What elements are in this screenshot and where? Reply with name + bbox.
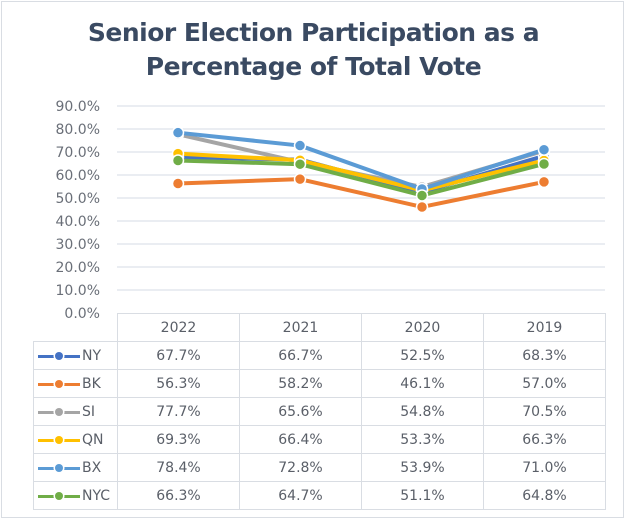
series-line bbox=[177, 130, 545, 192]
legend-line-marker-icon bbox=[38, 407, 80, 417]
data-table-cell: 57.0% bbox=[483, 369, 606, 398]
data-table-row: BK 56.3% 58.2% 46.1% 57.0% bbox=[33, 369, 606, 398]
data-table-cell: 66.4% bbox=[239, 425, 362, 454]
data-point bbox=[537, 143, 551, 156]
data-table-cell: 68.3% bbox=[483, 341, 606, 370]
data-table-row: QN 69.3% 66.4% 53.3% 66.3% bbox=[33, 425, 606, 454]
legend-line-marker-icon bbox=[38, 379, 80, 389]
data-table-cell: 66.3% bbox=[117, 481, 240, 510]
legend-entry: NY bbox=[33, 341, 118, 370]
data-table-row: NYC 66.3% 64.7% 51.1% 64.8% bbox=[33, 481, 606, 510]
y-tick-label: 10.0% bbox=[56, 283, 100, 299]
data-table-cell: 53.9% bbox=[361, 453, 484, 482]
data-table-cell: 56.3% bbox=[117, 369, 240, 398]
data-table-cell: 54.8% bbox=[361, 397, 484, 426]
legend-line-marker-icon bbox=[38, 435, 80, 445]
data-point bbox=[171, 126, 185, 139]
data-point bbox=[171, 177, 185, 190]
data-table-cell: 69.3% bbox=[117, 425, 240, 454]
legend-line-marker-icon bbox=[38, 351, 80, 361]
data-point bbox=[415, 200, 429, 214]
legend-label: BX bbox=[82, 459, 102, 476]
data-table-cell: 46.1% bbox=[361, 369, 484, 398]
y-tick-label: 20.0% bbox=[56, 260, 100, 276]
data-table-header-row: 2022 2021 2020 2019 bbox=[34, 313, 606, 342]
legend-line-marker-icon bbox=[38, 491, 80, 501]
legend-line-marker-icon bbox=[38, 463, 80, 473]
data-table-corner bbox=[34, 314, 118, 342]
data-table-cell: 51.1% bbox=[361, 481, 484, 510]
data-table-cell: 77.7% bbox=[117, 397, 240, 426]
x-tick-label: 2020 bbox=[361, 313, 484, 342]
x-tick-label: 2019 bbox=[483, 313, 606, 342]
legend-entry: QN bbox=[33, 425, 118, 454]
data-table-cell: 64.8% bbox=[483, 481, 606, 510]
series-bk bbox=[171, 172, 551, 214]
data-table-cell: 65.6% bbox=[239, 397, 362, 426]
data-table-cell: 58.2% bbox=[239, 369, 362, 398]
legend-entry: BK bbox=[33, 369, 118, 398]
series-line bbox=[177, 151, 545, 193]
legend-label: NYC bbox=[82, 487, 111, 504]
legend-label: QN bbox=[82, 431, 104, 448]
data-table-cell: 70.5% bbox=[483, 397, 606, 426]
data-point bbox=[537, 175, 551, 189]
data-table-cell: 66.7% bbox=[239, 341, 362, 370]
series-line bbox=[177, 177, 545, 209]
legend-label: BK bbox=[82, 375, 101, 392]
chart-title-line-2: Percentage of Total Vote bbox=[145, 52, 482, 81]
data-point bbox=[293, 172, 307, 186]
data-table-cell: 78.4% bbox=[117, 453, 240, 482]
data-point bbox=[171, 154, 185, 167]
y-tick-label: 80.0% bbox=[56, 122, 100, 138]
chart-title-line-1: Senior Election Participation as a bbox=[87, 18, 540, 47]
data-table-cell: 67.7% bbox=[117, 341, 240, 370]
series-qn bbox=[171, 147, 551, 197]
legend-entry: NYC bbox=[33, 481, 118, 510]
data-table-cell: 64.7% bbox=[239, 481, 362, 510]
data-table-cell: 53.3% bbox=[361, 425, 484, 454]
series-nyc bbox=[171, 154, 551, 202]
y-tick-label: 70.0% bbox=[56, 145, 100, 161]
legend-entry: BX bbox=[33, 453, 118, 482]
data-table-row: SI 77.7% 65.6% 54.8% 70.5% bbox=[33, 397, 606, 426]
legend-entry: SI bbox=[33, 397, 118, 426]
data-table-row: NY 67.7% 66.7% 52.5% 68.3% bbox=[33, 341, 606, 370]
y-tick-label: 90.0% bbox=[56, 99, 100, 115]
data-point bbox=[293, 139, 307, 152]
legend-label: SI bbox=[82, 403, 96, 420]
y-tick-label: 0.0% bbox=[64, 306, 100, 322]
data-table-cell: 71.0% bbox=[483, 453, 606, 482]
data-point bbox=[537, 157, 551, 171]
data-table-cell: 66.3% bbox=[483, 425, 606, 454]
data-table-cell: 72.8% bbox=[239, 453, 362, 482]
x-tick-label: 2022 bbox=[117, 313, 240, 342]
y-tick-label: 30.0% bbox=[56, 237, 100, 253]
data-point bbox=[415, 189, 429, 202]
data-point bbox=[293, 157, 307, 171]
data-table: 2022 2021 2020 2019 NY 67.7% 66.7% 52.5% 68.… bbox=[33, 313, 606, 510]
data-table-row: BX 78.4% 72.8% 53.9% 71.0% bbox=[33, 453, 606, 482]
y-tick-label: 50.0% bbox=[56, 191, 100, 207]
chart-title: Senior Election Participation as a Perce… bbox=[0, 16, 627, 84]
data-table-cell: 52.5% bbox=[361, 341, 484, 370]
y-tick-label: 40.0% bbox=[56, 214, 100, 230]
legend-label: NY bbox=[82, 347, 102, 364]
y-tick-label: 60.0% bbox=[56, 168, 100, 184]
series-line bbox=[177, 158, 545, 198]
x-tick-label: 2021 bbox=[239, 313, 362, 342]
